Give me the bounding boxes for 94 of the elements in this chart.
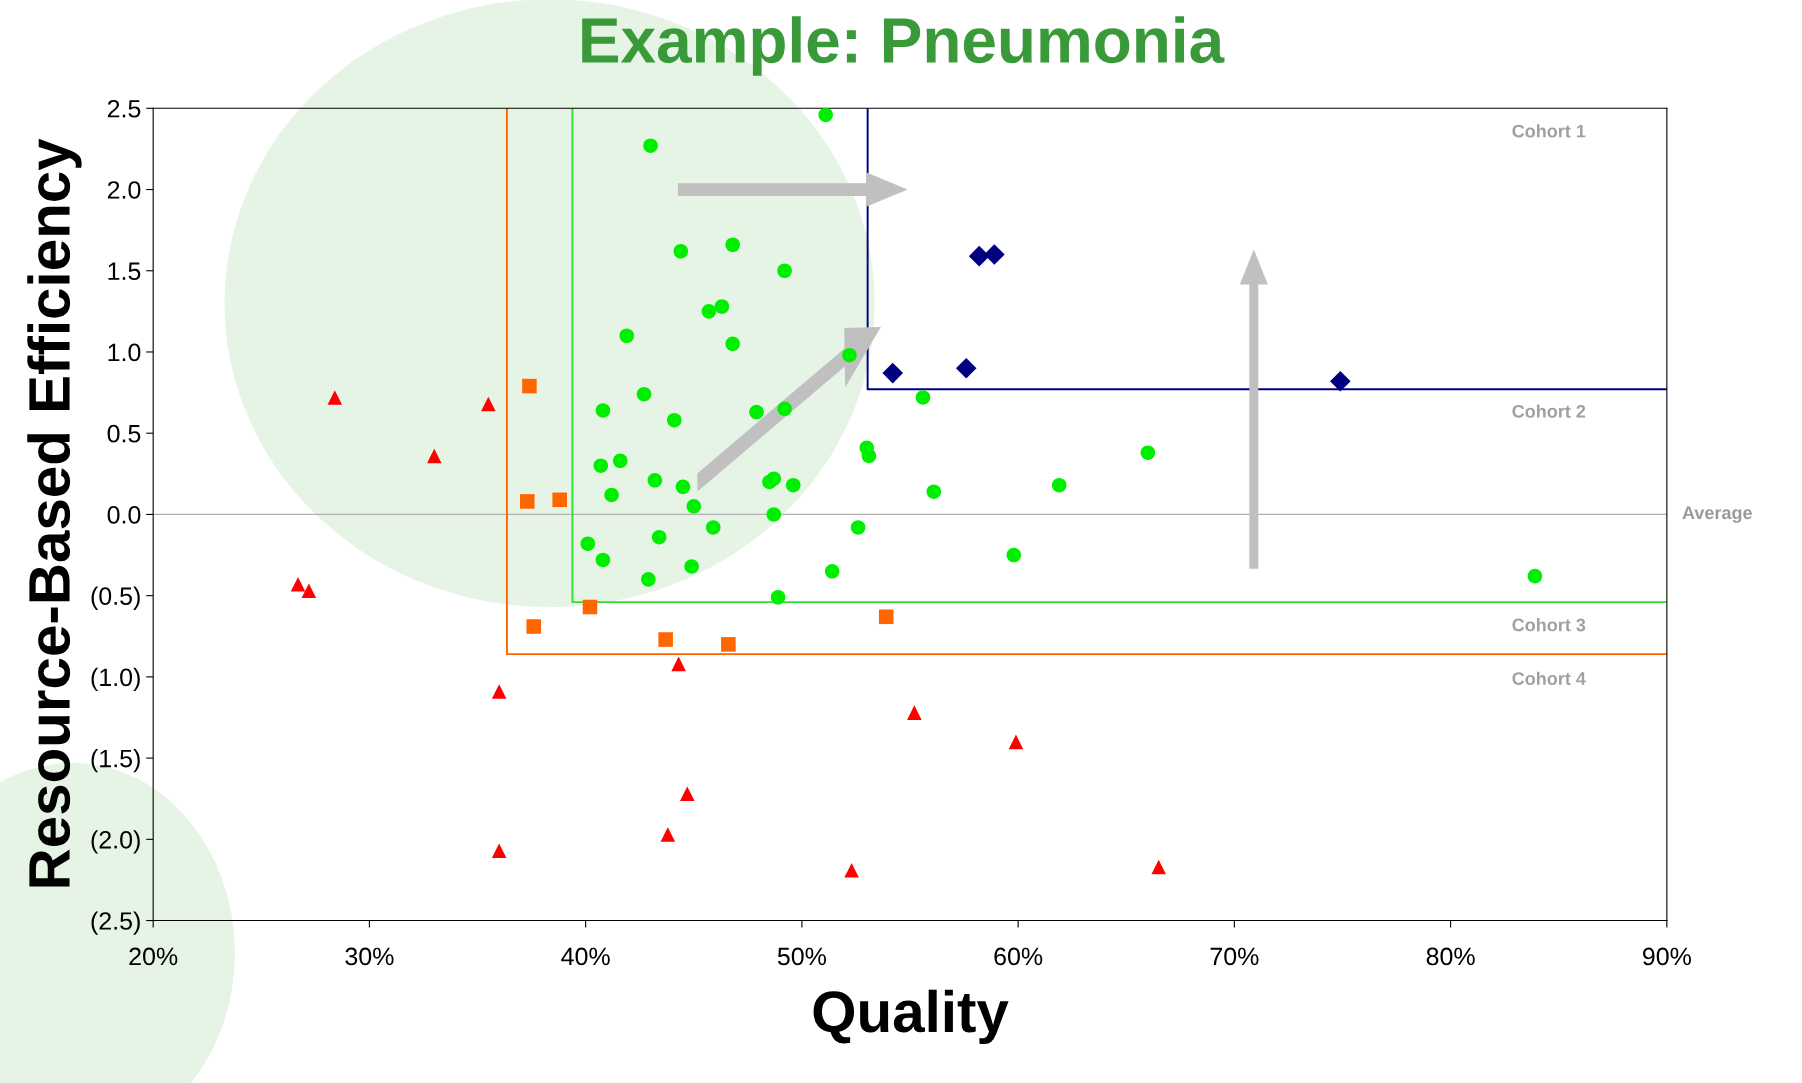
x-tick-label: 20% <box>129 947 178 966</box>
y-tick-label: 1.0 <box>108 343 141 362</box>
point <box>1140 445 1156 460</box>
point <box>777 401 792 417</box>
point <box>725 237 740 253</box>
point <box>1008 734 1024 750</box>
point <box>612 453 628 469</box>
point <box>861 448 877 464</box>
point <box>714 299 730 314</box>
annotation: Cohort 1 <box>1512 124 1586 138</box>
point <box>593 458 609 473</box>
point <box>580 536 596 551</box>
point <box>491 684 507 699</box>
point <box>882 362 904 384</box>
point <box>684 559 699 574</box>
point <box>766 507 782 522</box>
point <box>667 412 682 428</box>
point <box>519 494 535 509</box>
point <box>1151 859 1166 875</box>
y-tick-label: (2.5) <box>91 911 140 935</box>
point <box>701 304 717 319</box>
x-tick-label: 80% <box>1426 947 1475 966</box>
point <box>878 609 894 625</box>
point <box>660 827 676 842</box>
y-axis-title: Resource-Based Efficiency <box>27 138 82 887</box>
point <box>491 843 507 858</box>
point <box>582 599 598 615</box>
point <box>658 632 673 647</box>
y-tick-label: (1.5) <box>91 749 140 773</box>
point <box>721 637 736 652</box>
y-tick-label: (0.5) <box>91 586 140 610</box>
point <box>680 786 695 802</box>
point <box>844 862 859 878</box>
point <box>619 328 635 344</box>
point <box>673 243 689 259</box>
point <box>647 473 663 488</box>
point <box>777 263 792 279</box>
point <box>725 336 740 352</box>
point <box>926 484 942 499</box>
point <box>984 244 1005 265</box>
point <box>671 656 686 672</box>
point <box>1051 477 1067 493</box>
x-tick-label: 90% <box>1643 947 1691 966</box>
y-tick-label: 2.5 <box>107 99 141 118</box>
point <box>327 390 343 405</box>
point <box>604 487 619 503</box>
x-axis-title: Quality <box>813 989 1009 1045</box>
point <box>526 619 542 634</box>
point <box>915 390 931 405</box>
point <box>955 357 977 379</box>
point <box>770 589 786 605</box>
point <box>686 499 702 514</box>
annotation: Cohort 4 <box>1512 671 1586 685</box>
x-tick-label: 70% <box>1210 947 1259 966</box>
point <box>749 404 764 420</box>
point <box>907 705 922 720</box>
point <box>1006 547 1022 563</box>
point <box>766 471 782 486</box>
point <box>301 583 317 599</box>
point <box>595 552 611 568</box>
x-tick-label: 60% <box>994 947 1043 966</box>
y-tick-label: 0.0 <box>107 506 141 524</box>
point <box>636 386 652 402</box>
y-tick-label: 2.0 <box>107 181 141 199</box>
chart-title: Example: Pneumonia <box>582 16 1225 76</box>
point <box>643 138 658 153</box>
point <box>641 572 656 587</box>
point <box>595 403 611 418</box>
point <box>1527 568 1543 584</box>
point <box>552 492 567 508</box>
point <box>290 577 306 592</box>
point <box>842 347 857 363</box>
x-tick-label: 40% <box>561 947 610 966</box>
point <box>824 564 840 579</box>
y-tick-label: (1.0) <box>91 667 140 692</box>
point <box>651 529 667 545</box>
y-tick-label: 0.5 <box>107 424 141 443</box>
y-tick-label: (2.0) <box>91 830 140 854</box>
point <box>522 378 537 394</box>
ref-line-label: Average <box>1682 506 1752 523</box>
point <box>1330 370 1351 392</box>
point <box>675 479 691 495</box>
point <box>785 477 801 493</box>
point <box>850 520 866 535</box>
point <box>427 448 442 464</box>
annotation: Cohort 2 <box>1512 404 1586 418</box>
point <box>968 245 990 267</box>
annotation: Cohort 3 <box>1512 618 1586 632</box>
x-tick-label: 50% <box>777 947 827 966</box>
point <box>705 520 721 535</box>
x-tick-label: 30% <box>345 947 394 966</box>
point <box>481 396 496 412</box>
y-tick-label: 1.5 <box>108 262 141 281</box>
point <box>818 108 833 123</box>
